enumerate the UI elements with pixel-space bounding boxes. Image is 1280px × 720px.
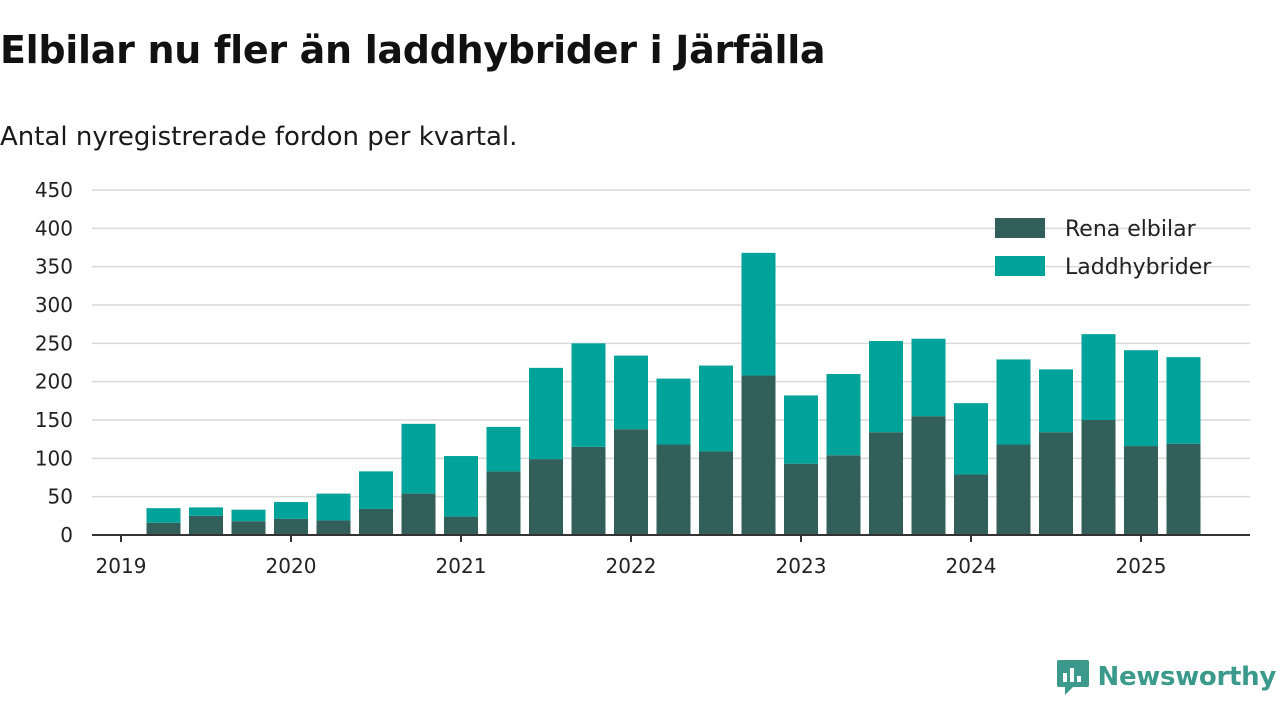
bar-segment-laddhybrider [911,338,946,417]
bar-segment-rena-elbilar [614,429,648,535]
bar-segment-laddhybrider [996,359,1031,445]
legend-swatch [995,256,1045,276]
bar-segment-laddhybrider [1124,350,1158,447]
bar-segment-rena-elbilar [359,508,393,535]
y-tick-label: 400 [35,216,73,240]
bar-segment-laddhybrider [571,343,606,447]
bar-segment-laddhybrider [614,355,648,430]
bar-segment-laddhybrider [486,426,521,472]
legend-label: Laddhybrider [1065,255,1212,280]
bar-segment-rena-elbilar [231,521,266,535]
newsworthy-logo-icon [1056,660,1089,695]
bar-segment-rena-elbilar [571,446,606,535]
bar-segment-rena-elbilar [189,515,223,535]
bar-segment-rena-elbilar [869,432,903,535]
legend-label: Rena elbilar [1065,217,1197,242]
bar-segment-laddhybrider [784,395,818,464]
bar-segment-laddhybrider [699,365,733,452]
bar-segment-laddhybrider [274,502,308,519]
x-tick-label: 2023 [776,554,827,578]
bar-segment-laddhybrider [231,509,266,522]
bar-segment-rena-elbilar [826,455,861,535]
x-tick-label: 2019 [96,554,147,578]
bar-segment-rena-elbilar [444,516,478,535]
bar-segment-rena-elbilar [1081,420,1116,535]
chart-subtitle: Antal nyregistrerade fordon per kvartal. [0,122,518,152]
bar-segment-rena-elbilar [274,518,308,535]
bar-segment-laddhybrider [869,341,903,433]
bar-segment-laddhybrider [316,493,351,521]
y-tick-label: 300 [35,293,73,317]
bar-segment-rena-elbilar [146,522,181,535]
bar-segment-rena-elbilar [656,444,691,535]
bar-segment-rena-elbilar [316,520,351,535]
bar-segment-laddhybrider [1039,369,1073,433]
bar-segment-laddhybrider [401,423,436,494]
bar-segment-laddhybrider [826,374,861,456]
bar-segment-rena-elbilar [401,493,436,535]
bar-segment-rena-elbilar [996,444,1031,535]
bar-segment-laddhybrider [189,507,223,516]
bar-segment-rena-elbilar [529,459,563,535]
stacked-bar-chart: 0 50 100 150 200 250 300 350 400 450 2019 2020 2021 2… [35,178,1250,578]
bar-segment-laddhybrider [656,378,691,445]
bar-segment-laddhybrider [529,367,563,460]
bar-segment-rena-elbilar [1166,443,1201,535]
x-tick-label: 2024 [946,554,997,578]
x-tick-label: 2021 [436,554,487,578]
legend-swatch [995,218,1045,238]
bar-segment-laddhybrider [359,471,393,509]
bar-segment-laddhybrider [741,252,776,376]
bar-segment-laddhybrider [444,456,478,517]
x-tick-label: 2022 [606,554,657,578]
bar-segment-rena-elbilar [486,471,521,535]
bar-segment-laddhybrider [146,508,181,523]
y-tick-label: 200 [35,370,73,394]
brand-name: Newsworthy [1097,662,1277,692]
x-tick-label: 2020 [266,554,317,578]
y-tick-label: 50 [48,485,73,509]
bar-segment-rena-elbilar [1124,446,1158,535]
bar-segment-laddhybrider [954,403,988,475]
y-tick-label: 100 [35,446,73,470]
bar-segment-rena-elbilar [954,474,988,535]
bar-segment-rena-elbilar [911,416,946,535]
bar-segment-rena-elbilar [1039,432,1073,535]
bar-segment-laddhybrider [1081,334,1116,420]
chart-title: Elbilar nu fler än laddhybrider i Järfäl… [0,28,826,72]
y-tick-label: 150 [35,408,73,432]
bar-segment-rena-elbilar [784,463,818,535]
x-tick-label: 2025 [1116,554,1167,578]
bar-segment-laddhybrider [1166,357,1201,444]
y-tick-label: 350 [35,255,73,279]
bar-segment-rena-elbilar [741,375,776,535]
y-tick-label: 450 [35,178,73,202]
y-tick-label: 0 [60,523,73,547]
brand: Newsworthy [1056,658,1276,696]
y-tick-label: 250 [35,331,73,355]
bar-segment-rena-elbilar [699,451,733,535]
